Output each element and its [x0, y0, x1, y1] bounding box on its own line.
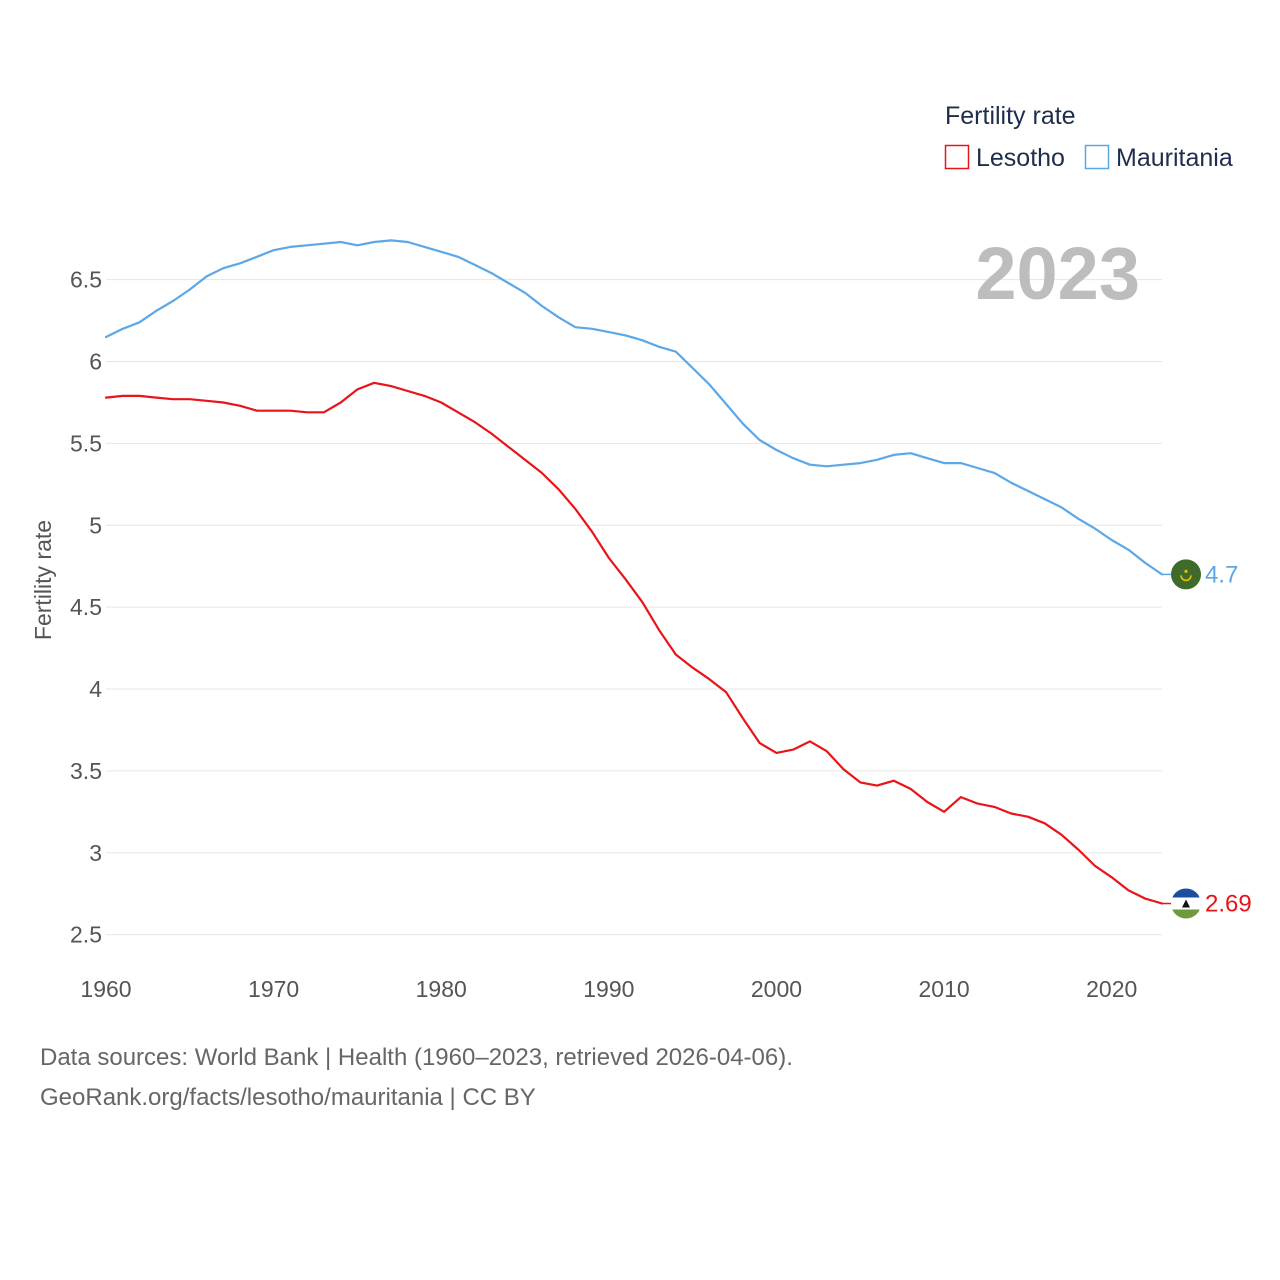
x-tick-label: 2000 [751, 976, 802, 1002]
series-line-mauritania[interactable] [104, 239, 1164, 576]
y-tick-label: 3.5 [70, 758, 102, 784]
legend: Fertility rate Lesotho Mauritania [944, 102, 1233, 172]
y-tick-label: 6 [89, 349, 102, 375]
x-tick-label: 1970 [248, 976, 299, 1002]
footer-credit: GeoRank.org/facts/lesotho/mauritania | C… [40, 1084, 536, 1111]
legend-label-lesotho: Lesotho [976, 144, 1065, 172]
legend-swatch-lesotho [944, 144, 970, 170]
year-label: 2023 [975, 232, 1140, 315]
y-tick-label: 2.5 [70, 922, 102, 948]
x-axis-ticks: 1960 1970 1980 1990 2000 2010 2020 [80, 976, 1137, 1002]
legend-label-mauritania: Mauritania [1116, 144, 1233, 172]
series-line-lesotho[interactable] [104, 381, 1164, 905]
x-tick-label: 1990 [583, 976, 634, 1002]
y-tick-label: 4.5 [70, 594, 102, 620]
y-tick-label: 5.5 [70, 430, 102, 456]
legend-item-mauritania[interactable]: Mauritania [1084, 144, 1233, 172]
y-axis-label: Fertility rate [30, 520, 56, 640]
end-marker-lesotho: 2.69 [1162, 888, 1252, 919]
x-tick-label: 1960 [80, 976, 131, 1002]
series-lines [104, 239, 1164, 905]
x-tick-label: 2020 [1086, 976, 1137, 1002]
x-tick-label: 2010 [919, 976, 970, 1002]
end-marker-mauritania: 4.7 [1162, 559, 1238, 590]
x-tick-label: 1980 [416, 976, 467, 1002]
end-value-label-lesotho: 2.69 [1205, 891, 1252, 918]
y-axis-ticks: 2.5 3 3.5 4 4.5 5 5.5 6 6.5 [70, 267, 102, 948]
lesotho-flag-icon [1171, 888, 1201, 919]
y-tick-label: 4 [89, 676, 102, 702]
footer-source: Data sources: World Bank | Health (1960–… [40, 1044, 793, 1071]
legend-swatch-mauritania [1084, 144, 1110, 170]
y-tick-label: 3 [89, 840, 102, 866]
end-value-label-mauritania: 4.7 [1205, 561, 1238, 588]
legend-title: Fertility rate [945, 102, 1076, 130]
legend-item-lesotho[interactable]: Lesotho [944, 144, 1065, 172]
series-end-markers: 2.69 4.7 [1162, 559, 1252, 919]
y-tick-label: 5 [89, 512, 102, 538]
mauritania-flag-icon [1171, 559, 1201, 590]
y-tick-label: 6.5 [70, 267, 102, 293]
gridlines [106, 279, 1162, 936]
